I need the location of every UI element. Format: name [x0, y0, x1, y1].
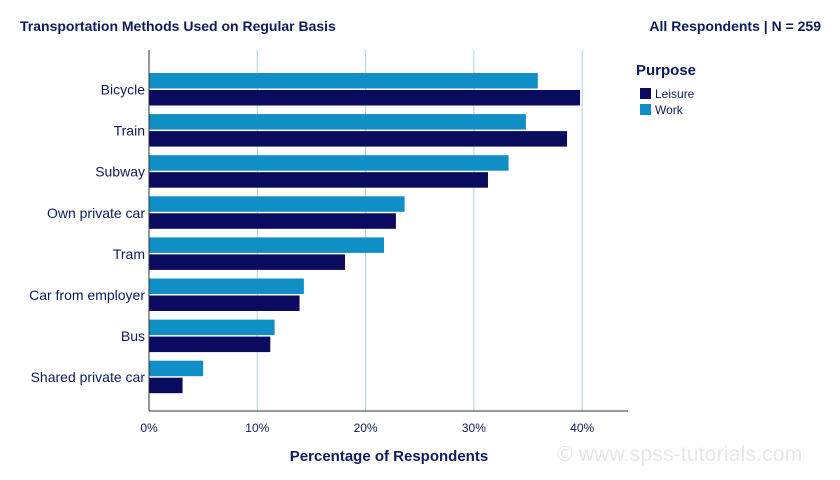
chart-title: Transportation Methods Used on Regular B…	[20, 18, 336, 34]
category-label: Car from employer	[29, 287, 145, 303]
bar-leisure	[149, 131, 568, 147]
bar-leisure	[149, 90, 581, 106]
category-label: Tram	[113, 246, 145, 262]
bar-work	[149, 155, 509, 171]
x-tick-label: 0%	[140, 421, 158, 435]
bar-leisure	[149, 254, 346, 270]
bar-work	[149, 319, 275, 336]
bar-work	[149, 278, 304, 294]
category-label: Own private car	[47, 205, 145, 221]
bar-work	[149, 114, 526, 130]
legend-label-leisure: Leisure	[655, 87, 695, 101]
category-label: Bicycle	[101, 82, 146, 98]
x-axis-title: Percentage of Respondents	[290, 448, 488, 465]
category-label: Train	[114, 123, 145, 139]
legend-swatch-work	[640, 104, 651, 115]
bar-work	[149, 360, 204, 377]
bar-leisure	[149, 172, 488, 188]
bar-leisure	[149, 213, 396, 229]
bar-work	[149, 73, 538, 89]
category-label: Subway	[95, 164, 145, 180]
bar-work	[149, 237, 385, 253]
bar-work	[149, 196, 405, 212]
category-label: Bus	[121, 328, 145, 344]
legend-label-work: Work	[655, 103, 684, 117]
chart-subtitle: All Respondents | N = 259	[649, 18, 821, 34]
x-tick-label: 10%	[245, 421, 269, 435]
bar-leisure	[149, 377, 183, 394]
bar-leisure	[149, 295, 300, 311]
x-tick-label: 20%	[354, 421, 378, 435]
x-tick-label: 30%	[462, 421, 486, 435]
category-label: Shared private car	[31, 369, 146, 385]
bar-leisure	[149, 336, 271, 353]
legend-swatch-leisure	[640, 88, 651, 99]
legend-title: Purpose	[636, 62, 696, 79]
x-tick-label: 40%	[570, 421, 594, 435]
watermark: © www.spss-tutorials.com	[557, 443, 803, 466]
